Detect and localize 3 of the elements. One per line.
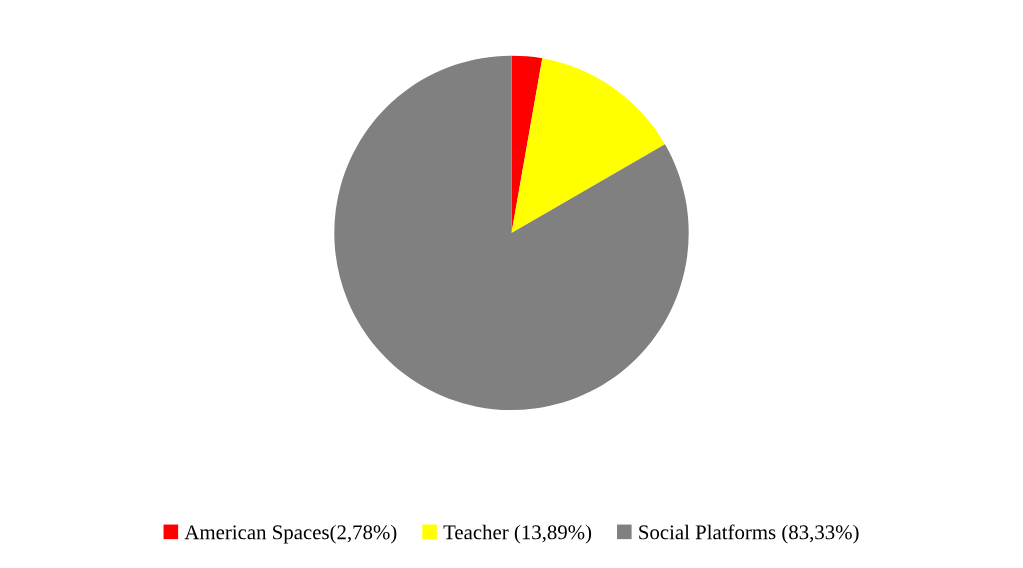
legend-label: Social Platforms (83,33%) (639, 524, 859, 544)
legend-label: Teacher (13,89%) (443, 524, 592, 544)
legend-label: American Spaces(2,78%) (184, 524, 397, 544)
